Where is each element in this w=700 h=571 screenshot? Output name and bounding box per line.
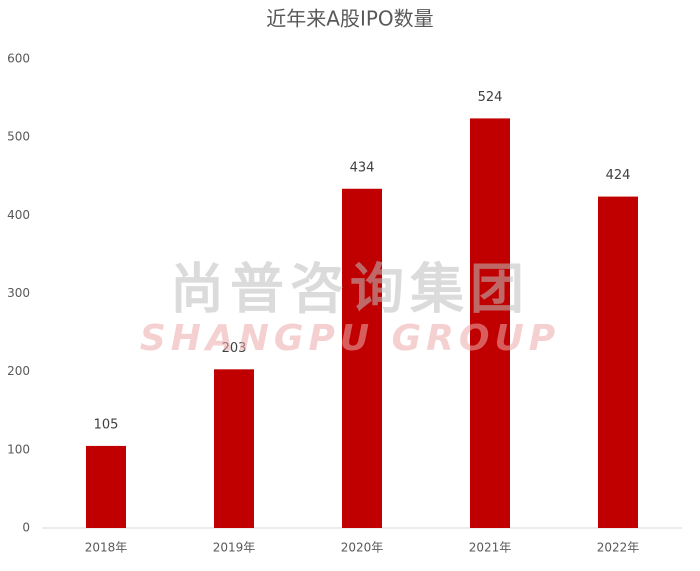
bar bbox=[598, 196, 638, 528]
x-tick-label: 2018年 bbox=[85, 541, 128, 555]
data-label: 203 bbox=[222, 341, 247, 356]
y-tick-label: 500 bbox=[7, 130, 30, 144]
y-tick-label: 100 bbox=[7, 442, 30, 456]
watermark-en: SHANGPU GROUP bbox=[140, 318, 560, 359]
watermark-cn: 尚普咨询集团 bbox=[170, 258, 530, 321]
bar bbox=[470, 118, 510, 528]
x-tick-label: 2021年 bbox=[469, 541, 512, 555]
bar bbox=[214, 369, 254, 528]
data-label: 424 bbox=[606, 168, 631, 183]
x-tick-label: 2019年 bbox=[213, 541, 256, 555]
y-tick-label: 0 bbox=[22, 521, 30, 535]
y-tick-label: 200 bbox=[7, 364, 30, 378]
bar bbox=[342, 188, 382, 529]
x-tick-label: 2020年 bbox=[341, 541, 384, 555]
y-tick-label: 300 bbox=[7, 286, 30, 300]
data-label: 524 bbox=[478, 90, 503, 105]
x-tick-label: 2022年 bbox=[597, 541, 640, 555]
bar bbox=[86, 445, 126, 528]
chart-title: 近年来A股IPO数量 bbox=[266, 7, 433, 31]
data-label: 105 bbox=[94, 417, 119, 432]
y-tick-label: 400 bbox=[7, 208, 30, 222]
data-label: 434 bbox=[350, 160, 375, 175]
y-tick-label: 600 bbox=[7, 52, 30, 66]
